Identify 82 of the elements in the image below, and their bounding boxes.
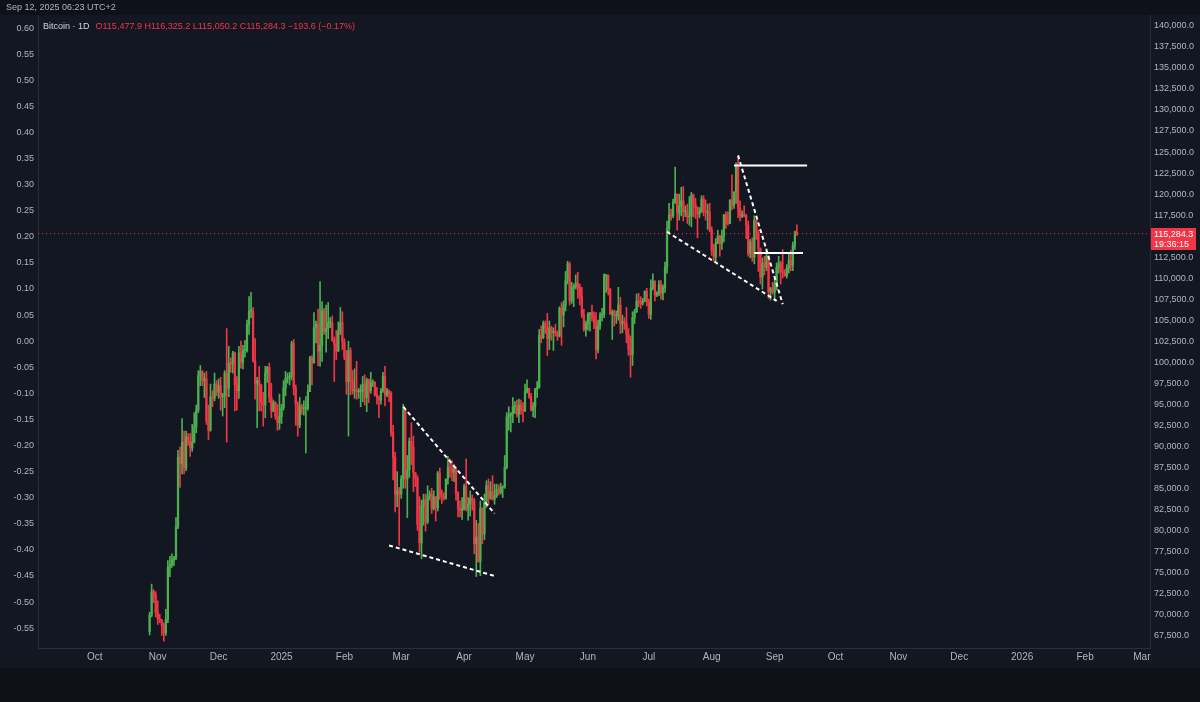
y2-tick-label: 0.10 bbox=[16, 283, 34, 294]
y-tick-label: 137,500.0 bbox=[1154, 41, 1195, 52]
y2-tick-label: 0.50 bbox=[16, 74, 34, 85]
y-tick-label: 75,000.0 bbox=[1154, 566, 1190, 577]
y-tick-label: 112,500.0 bbox=[1154, 251, 1194, 262]
y-tick-label: 110,000.0 bbox=[1154, 272, 1194, 283]
x-tick-label: Dec bbox=[209, 650, 228, 662]
y2-tick-label: -0.50 bbox=[13, 596, 34, 607]
x-tick-label: Jul bbox=[642, 650, 656, 662]
x-tick-label: 2025 bbox=[270, 650, 294, 662]
y-tick-label: 92,500.0 bbox=[1154, 419, 1190, 430]
y2-tick-label: -0.05 bbox=[13, 361, 34, 372]
x-tick-label: Sep bbox=[765, 650, 784, 662]
annotation: O115,477.9 H116,325.2 L115,050.2 C115,284.3 −193.6 (−0.17%) bbox=[95, 21, 356, 31]
y-tick-label: 120,000.0 bbox=[1154, 188, 1195, 199]
y2-tick-label: 0.55 bbox=[16, 48, 34, 59]
text: 19:36:15 bbox=[1154, 238, 1191, 249]
y-tick-label: 80,000.0 bbox=[1154, 524, 1190, 535]
y-tick-label: 122,500.0 bbox=[1154, 167, 1195, 178]
y2-tick-label: 0.45 bbox=[16, 100, 34, 111]
y-tick-label: 127,500.0 bbox=[1154, 125, 1195, 136]
x-tick-label: Mar bbox=[1133, 650, 1152, 662]
y2-tick-label: 0.00 bbox=[16, 335, 34, 346]
y-tick-label: 102,500.0 bbox=[1154, 335, 1195, 346]
x-tick-label: Apr bbox=[456, 650, 473, 662]
candlestick bbox=[690, 192, 693, 228]
y-tick-label: 95,000.0 bbox=[1154, 398, 1190, 409]
candlestick bbox=[546, 313, 549, 356]
y-tick-label: 90,000.0 bbox=[1154, 440, 1190, 451]
x-tick-label: Jun bbox=[579, 650, 596, 662]
y2-tick-label: -0.40 bbox=[13, 544, 34, 555]
y2-tick-label: -0.20 bbox=[13, 440, 34, 451]
x-tick-label: Nov bbox=[148, 650, 167, 662]
x-tick-label: May bbox=[515, 650, 535, 662]
x-tick-label: Aug bbox=[702, 650, 721, 662]
y-tick-label: 105,000.0 bbox=[1154, 314, 1195, 325]
y-tick-label: 100,000.0 bbox=[1154, 356, 1195, 367]
candlestick bbox=[682, 186, 685, 222]
y2-tick-label: 0.05 bbox=[16, 309, 34, 320]
y-tick-label: 82,500.0 bbox=[1154, 503, 1190, 514]
candlestick bbox=[702, 195, 705, 217]
x-tick-label: Mar bbox=[392, 650, 411, 662]
y2-tick-label: -0.45 bbox=[13, 570, 34, 581]
x-tick-label: Dec bbox=[950, 650, 969, 662]
y2-tick-label: -0.30 bbox=[13, 492, 34, 503]
y2-tick-label: 0.15 bbox=[16, 257, 34, 268]
y-tick-label: 107,500.0 bbox=[1154, 293, 1195, 304]
y-tick-label: 132,500.0 bbox=[1154, 83, 1195, 94]
candlestick bbox=[355, 361, 358, 400]
x-tick-label: Oct bbox=[87, 650, 103, 662]
y-tick-label: 72,500.0 bbox=[1154, 587, 1190, 598]
y-tick-label: 135,000.0 bbox=[1154, 62, 1195, 73]
text: Sep 12, 2025 06:23 UTC+2 bbox=[6, 2, 116, 12]
y-tick-label: 117,500.0 bbox=[1154, 209, 1194, 220]
x-tick-label: 2026 bbox=[1011, 650, 1034, 662]
y2-tick-label: -0.25 bbox=[13, 466, 34, 477]
x-tick-label: Feb bbox=[1076, 650, 1095, 662]
x-tick-label: Nov bbox=[889, 650, 908, 662]
y-tick-label: 140,000.0 bbox=[1154, 20, 1195, 31]
ref-line-label: 115,284.3 bbox=[1154, 228, 1194, 239]
y2-tick-label: 0.25 bbox=[16, 205, 34, 216]
y2-tick-label: 0.60 bbox=[16, 22, 34, 33]
x-tick-label: Oct bbox=[827, 650, 844, 662]
y2-tick-label: 0.35 bbox=[16, 152, 34, 163]
y2-tick-label: -0.55 bbox=[13, 622, 34, 633]
y2-tick-label: 0.20 bbox=[16, 231, 34, 242]
y-tick-label: 85,000.0 bbox=[1154, 482, 1190, 493]
x-tick-label: Feb bbox=[335, 650, 354, 662]
y2-tick-label: 0.40 bbox=[16, 126, 34, 137]
y-tick-label: 130,000.0 bbox=[1154, 104, 1195, 115]
text: Bitcoin · 1D bbox=[43, 21, 90, 31]
y-tick-label: 67,500.0 bbox=[1154, 629, 1190, 640]
y2-tick-label: -0.10 bbox=[13, 387, 34, 398]
y2-tick-label: -0.15 bbox=[13, 413, 34, 424]
y-tick-label: 70,000.0 bbox=[1154, 608, 1190, 619]
y-tick-label: 125,000.0 bbox=[1154, 146, 1195, 157]
candlestick bbox=[211, 390, 214, 408]
y2-tick-label: -0.35 bbox=[13, 518, 34, 529]
y2-tick-label: 0.30 bbox=[16, 179, 34, 190]
y-tick-label: 77,500.0 bbox=[1154, 545, 1190, 556]
y-tick-label: 87,500.0 bbox=[1154, 461, 1190, 472]
y-tick-label: 97,500.0 bbox=[1154, 377, 1190, 388]
